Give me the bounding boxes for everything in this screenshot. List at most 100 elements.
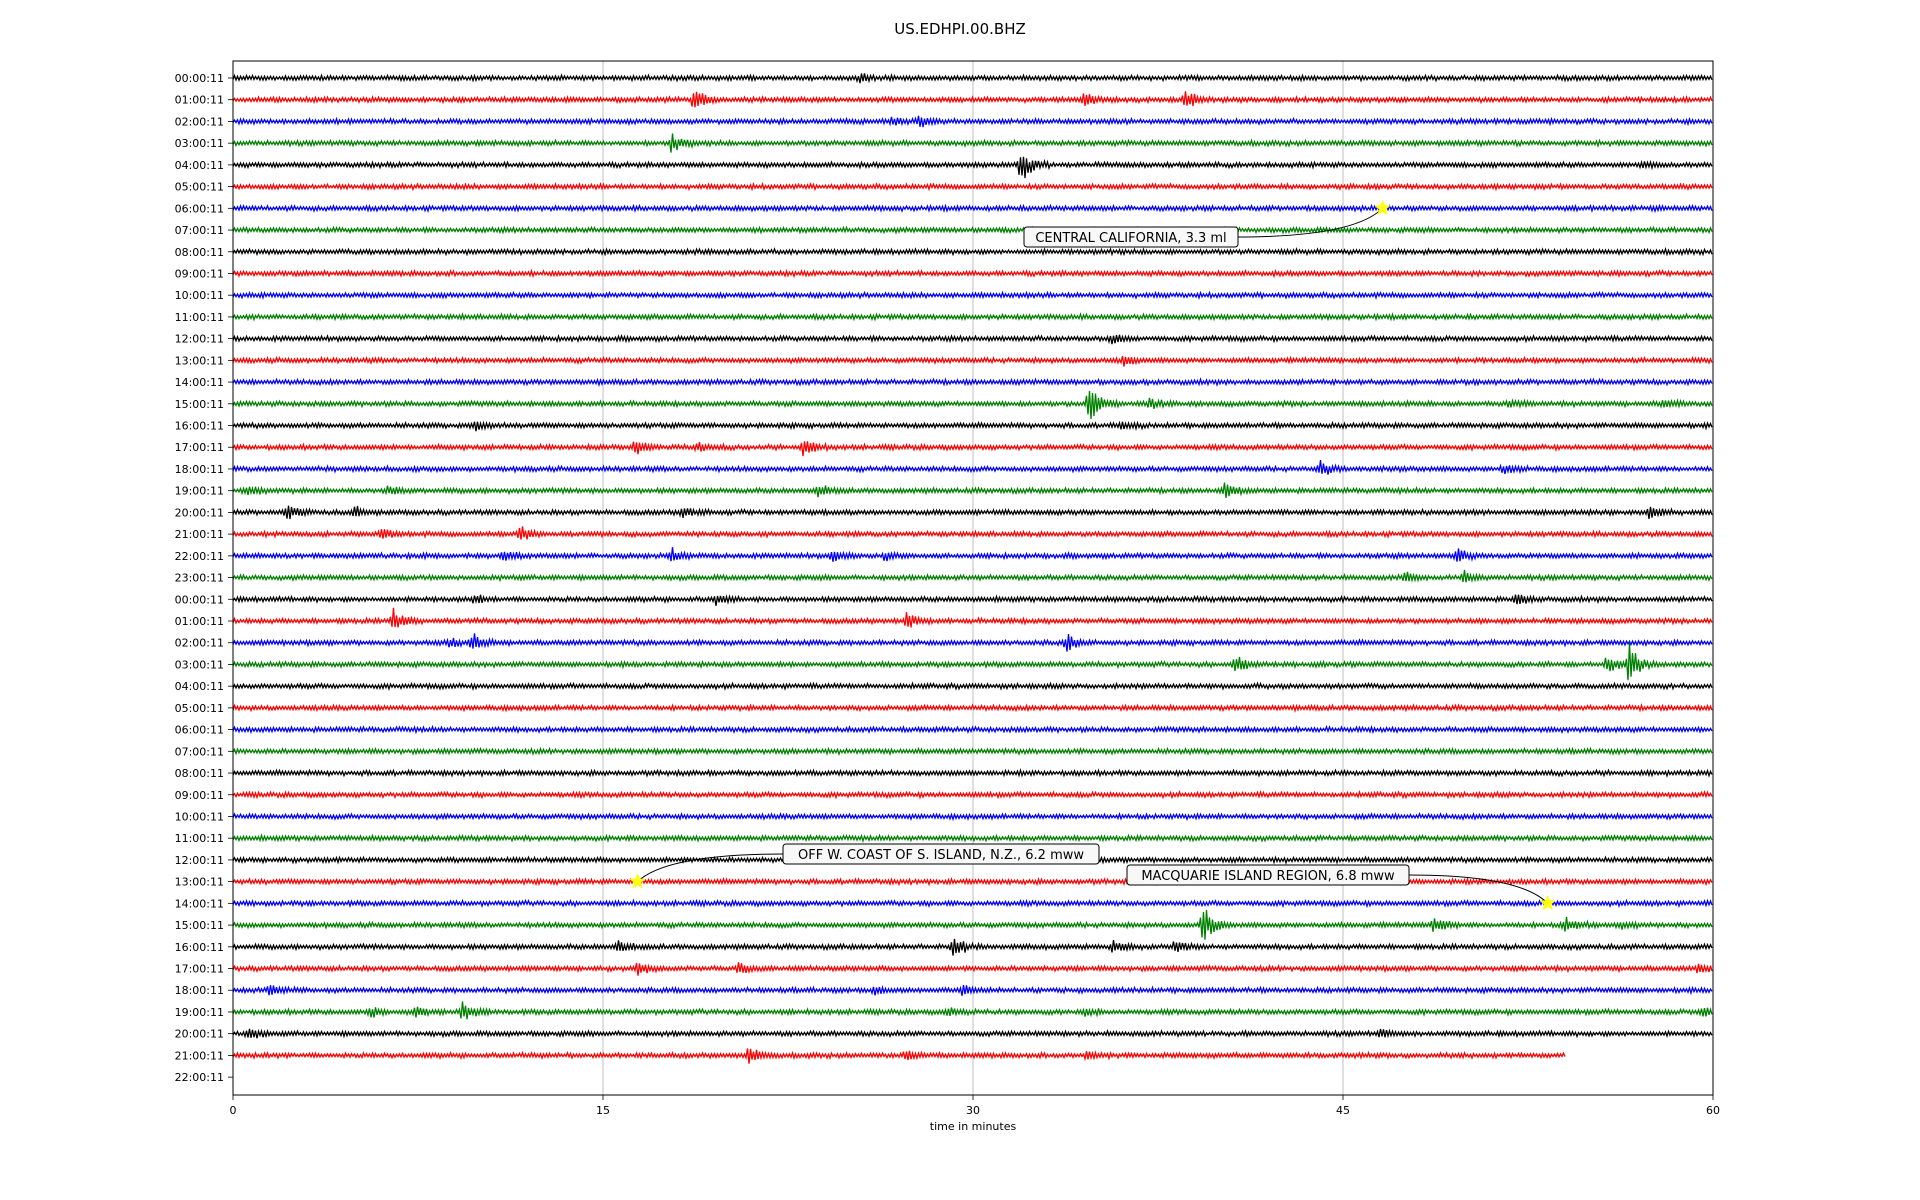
row-time-label: 21:00:11 (175, 528, 224, 541)
row-time-label: 16:00:11 (175, 420, 224, 433)
x-tick-label: 0 (230, 1104, 237, 1117)
trace-row-28 (232, 681, 1713, 692)
trace-row-39 (232, 910, 1713, 940)
row-time-label: 14:00:11 (175, 897, 224, 910)
row-time-label: 11:00:11 (175, 311, 224, 324)
event-star-marker (1374, 199, 1391, 216)
row-time-label: 12:00:11 (175, 333, 224, 346)
x-axis-label: time in minutes (930, 1120, 1017, 1133)
trace-row-35 (232, 833, 1713, 844)
trace-row-19 (232, 482, 1713, 498)
trace-row-34 (232, 811, 1713, 822)
trace-row-20 (232, 505, 1713, 520)
row-time-label: 02:00:11 (175, 637, 224, 650)
row-time-label: 12:00:11 (175, 854, 224, 867)
trace-row-3 (232, 133, 1713, 153)
event-label: OFF W. COAST OF S. ISLAND, N.Z., 6.2 mww (798, 848, 1084, 863)
trace-row-6 (232, 203, 1713, 214)
trace-row-0 (232, 73, 1713, 84)
row-time-label: 22:00:11 (175, 1071, 224, 1084)
trace-row-24 (232, 593, 1713, 606)
trace-row-11 (232, 312, 1713, 322)
row-time-label: 06:00:11 (175, 202, 224, 215)
row-time-label: 03:00:11 (175, 137, 224, 150)
trace-row-37 (232, 876, 1713, 887)
event-label-box (1023, 226, 1239, 248)
trace-row-1 (232, 91, 1713, 108)
event-star-marker (1539, 894, 1556, 911)
row-time-label: 04:00:11 (175, 680, 224, 693)
row-time-label: 08:00:11 (175, 246, 224, 259)
row-time-label: 04:00:11 (175, 159, 224, 172)
trace-row-10 (232, 290, 1713, 301)
row-time-label: 07:00:11 (175, 224, 224, 237)
trace-row-15 (232, 390, 1713, 420)
trace-row-26 (232, 633, 1713, 652)
trace-row-32 (232, 767, 1713, 778)
trace-row-41 (232, 962, 1713, 976)
row-time-label: 01:00:11 (175, 615, 224, 628)
trace-row-16 (232, 420, 1713, 432)
row-time-label: 10:00:11 (175, 810, 224, 823)
row-time-label: 13:00:11 (175, 354, 224, 367)
row-time-label: 18:00:11 (175, 984, 224, 997)
row-time-label: 01:00:11 (175, 94, 224, 107)
trace-row-18 (232, 460, 1713, 475)
row-time-label: 16:00:11 (175, 941, 224, 954)
row-time-label: 00:00:11 (175, 593, 224, 606)
x-tick-label: 60 (1706, 1104, 1720, 1117)
row-time-label: 18:00:11 (175, 463, 224, 476)
row-time-label: 17:00:11 (175, 963, 224, 976)
row-time-label: 14:00:11 (175, 376, 224, 389)
trace-row-33 (232, 789, 1713, 800)
row-time-label: 03:00:11 (175, 658, 224, 671)
row-time-label: 10:00:11 (175, 289, 224, 302)
trace-row-29 (232, 703, 1713, 713)
row-time-label: 00:00:11 (175, 72, 224, 85)
trace-row-9 (232, 268, 1713, 279)
row-time-label: 09:00:11 (175, 789, 224, 802)
trace-row-14 (232, 377, 1713, 388)
row-time-label: 22:00:11 (175, 550, 224, 563)
chart-title: US.EDHPI.00.BHZ (894, 20, 1026, 38)
row-time-label: 07:00:11 (175, 745, 224, 758)
row-time-label: 09:00:11 (175, 267, 224, 280)
x-tick-label: 45 (1336, 1104, 1350, 1117)
row-time-label: 19:00:11 (175, 485, 224, 498)
trace-row-44 (232, 1028, 1713, 1039)
event-connector (1408, 874, 1549, 904)
trace-row-45 (232, 1048, 1566, 1064)
x-tick-label: 15 (596, 1104, 610, 1117)
row-time-label: 15:00:11 (175, 398, 224, 411)
trace-row-38 (232, 898, 1713, 909)
trace-row-31 (232, 746, 1713, 757)
row-time-label: 15:00:11 (175, 919, 224, 932)
trace-row-42 (232, 984, 1713, 996)
event-label: CENTRAL CALIFORNIA, 3.3 ml (1035, 231, 1226, 246)
trace-row-13 (232, 355, 1713, 367)
x-tick-label: 30 (966, 1104, 980, 1117)
row-time-label: 05:00:11 (175, 702, 224, 715)
trace-row-40 (232, 938, 1713, 956)
trace-row-2 (232, 115, 1713, 128)
event-label-box (782, 843, 1100, 865)
trace-row-4 (232, 156, 1713, 179)
row-time-label: 23:00:11 (175, 572, 224, 585)
event-star-marker (629, 872, 646, 889)
trace-row-23 (232, 569, 1713, 584)
row-time-label: 21:00:11 (175, 1049, 224, 1062)
row-time-label: 13:00:11 (175, 876, 224, 889)
row-time-label: 17:00:11 (175, 441, 224, 454)
row-time-label: 05:00:11 (175, 181, 224, 194)
trace-row-17 (232, 441, 1713, 457)
row-time-label: 19:00:11 (175, 1006, 224, 1019)
event-connector (637, 853, 784, 883)
event-label-box (1126, 864, 1410, 886)
trace-row-22 (232, 547, 1713, 562)
trace-row-43 (232, 1001, 1713, 1020)
row-time-label: 08:00:11 (175, 767, 224, 780)
row-time-label: 11:00:11 (175, 832, 224, 845)
trace-row-25 (232, 607, 1713, 628)
